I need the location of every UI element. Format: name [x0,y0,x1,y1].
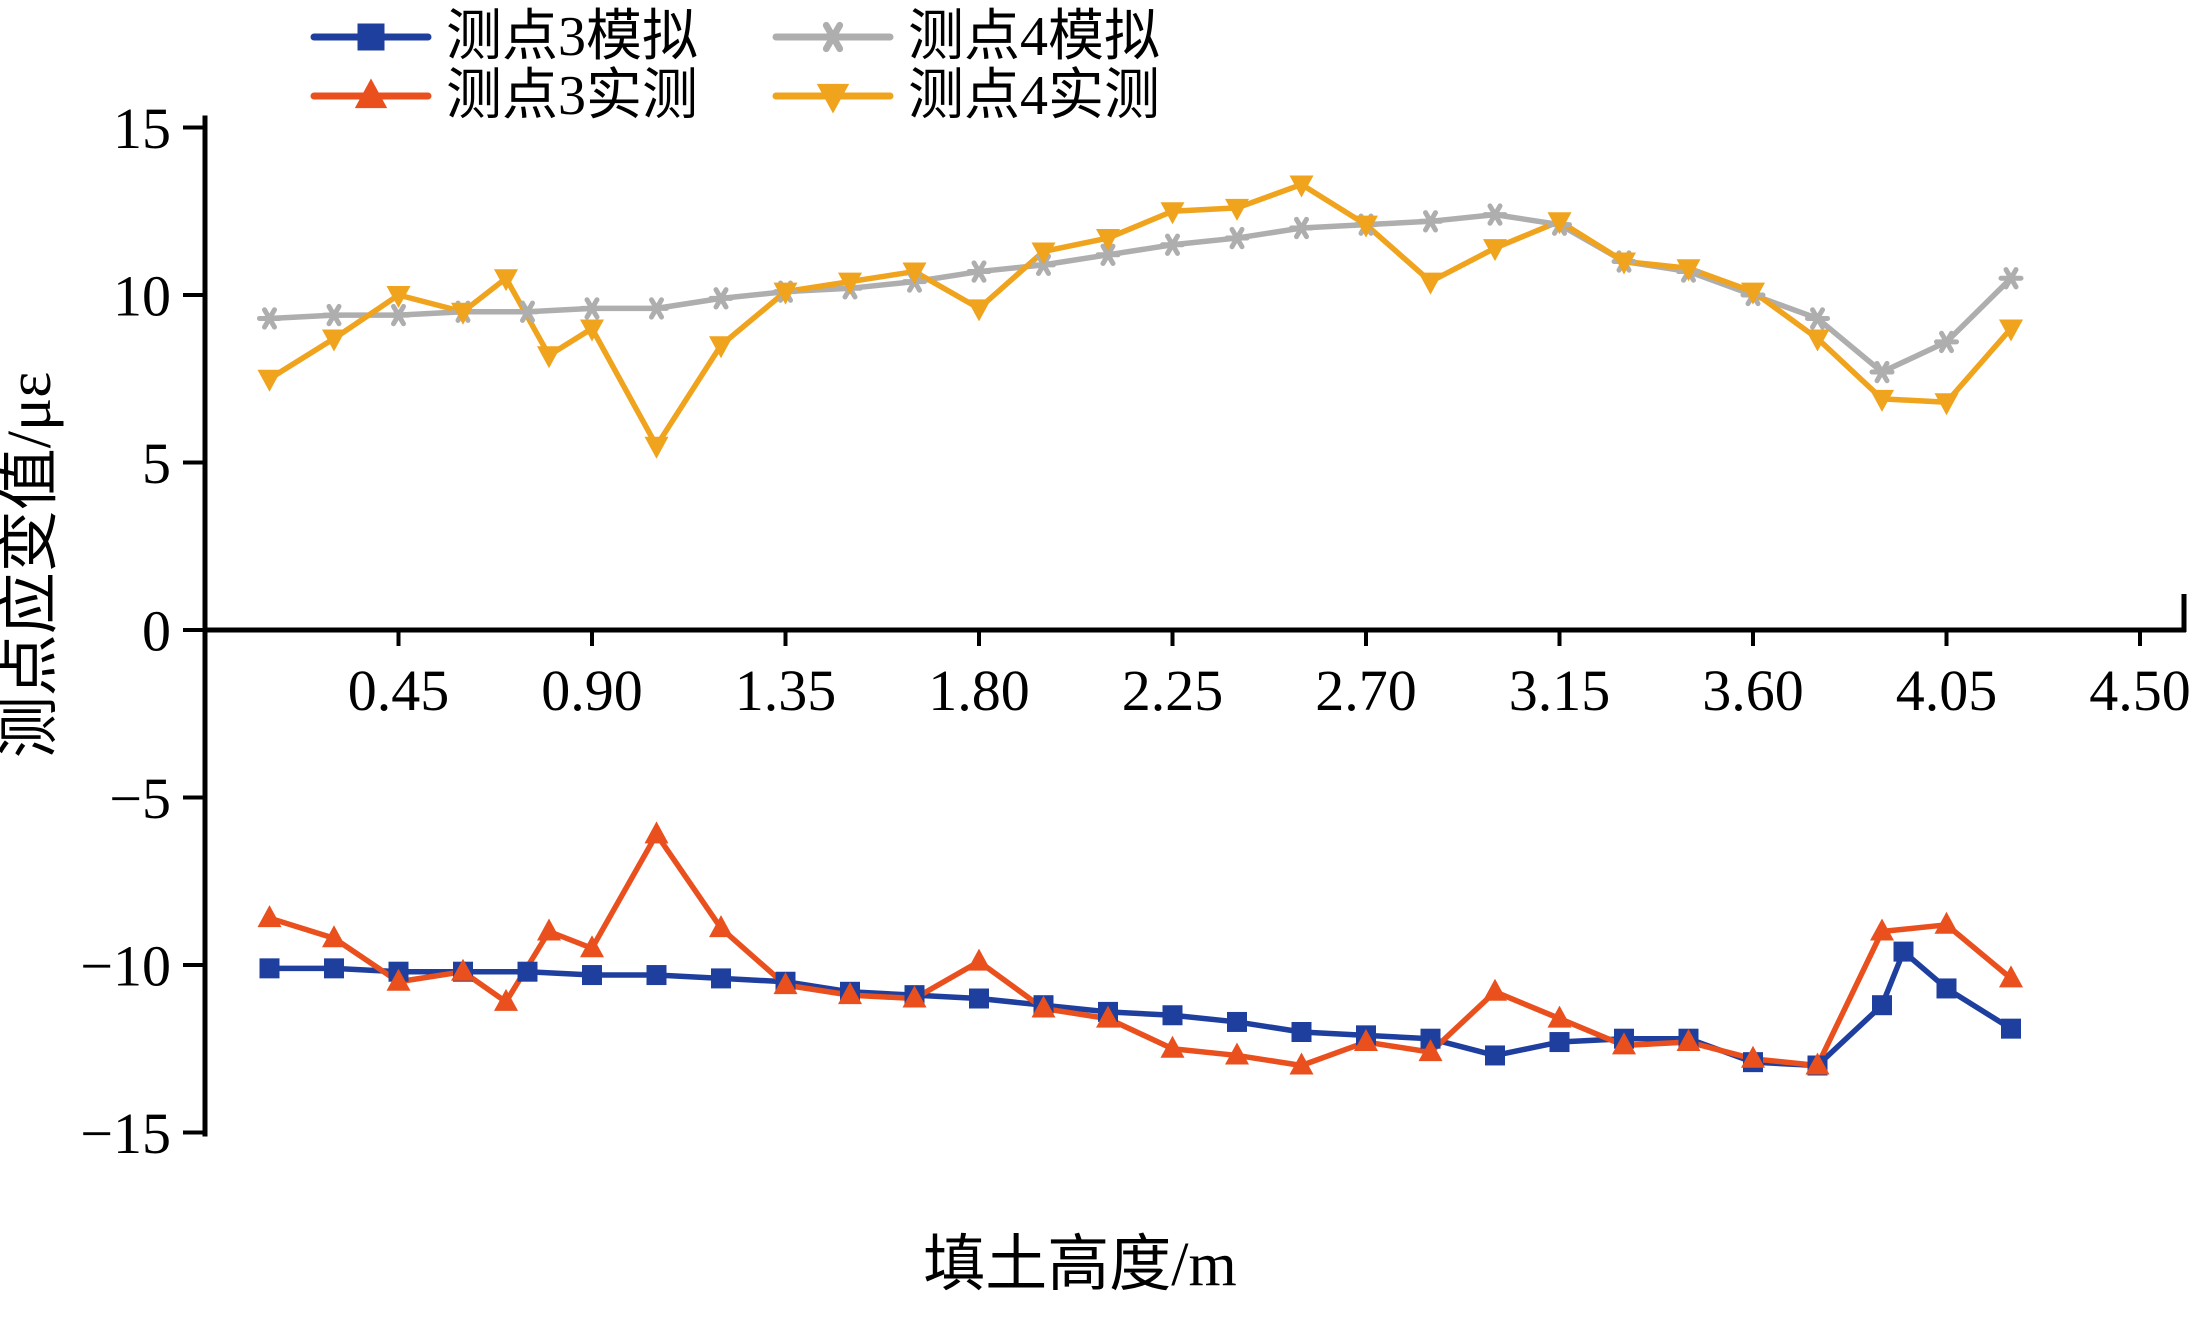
x-tick-label: 2.70 [1315,658,1417,723]
x-tick-label: 0.45 [348,658,450,723]
y-axis-label: 测点应变值/με [0,372,64,759]
y-tick-label: −10 [80,933,171,998]
series-markers-1 [257,821,2023,1075]
series-line-1 [266,831,2014,1069]
x-tick-label: 3.15 [1509,658,1611,723]
legend-label-point3-sim: 测点3模拟 [446,6,698,68]
legend-marker-point3-measured-icon [310,78,432,109]
legend-label-point4-measured: 测点4实测 [908,64,1160,127]
y-tick-label: 5 [142,431,171,496]
legend-item-point4-sim: 测点4模拟 [772,8,1160,67]
series-line-2 [266,211,2014,375]
y-tick-label: 15 [113,96,171,161]
x-tick-label: 4.05 [1896,658,1998,723]
x-axis-label: 填土高度/m [923,1231,1236,1299]
x-tick-label: 4.50 [2089,658,2191,723]
legend: 测点3模拟 测点4模拟 测点3实测 测点4实测 [310,8,1160,126]
markers [257,175,2024,1076]
y-tick-label: −15 [80,1101,171,1166]
legend-label-point4-sim: 测点4模拟 [908,6,1160,68]
legend-marker-point4-measured-icon [772,84,894,114]
legend-item-point3-measured: 测点3实测 [310,64,698,127]
x-tick-label: 1.80 [928,658,1030,723]
legend-marker-point4-sim-icon [772,22,894,53]
x-tick-label: 1.35 [735,658,837,723]
x-tick-label: 2.25 [1122,658,1224,723]
y-tick-label: −5 [109,766,171,831]
y-tick-label: 10 [113,263,171,328]
legend-item-point4-measured: 测点4实测 [772,64,1160,127]
x-tick-label: 3.60 [1702,658,1804,723]
x-tick-label: 0.90 [541,658,643,723]
legend-marker-point3-sim-icon [310,23,432,51]
legend-item-point3-sim: 测点3模拟 [310,8,698,67]
y-tick-label: 0 [142,598,171,663]
axes: 15 10 5 0 −5 −10 −15 0.45 0.90 1.35 1.80 2.25 2.70 3.… [80,96,2190,1166]
series-markers-3 [257,175,2023,459]
legend-label-point3-measured: 测点3实测 [446,64,698,127]
